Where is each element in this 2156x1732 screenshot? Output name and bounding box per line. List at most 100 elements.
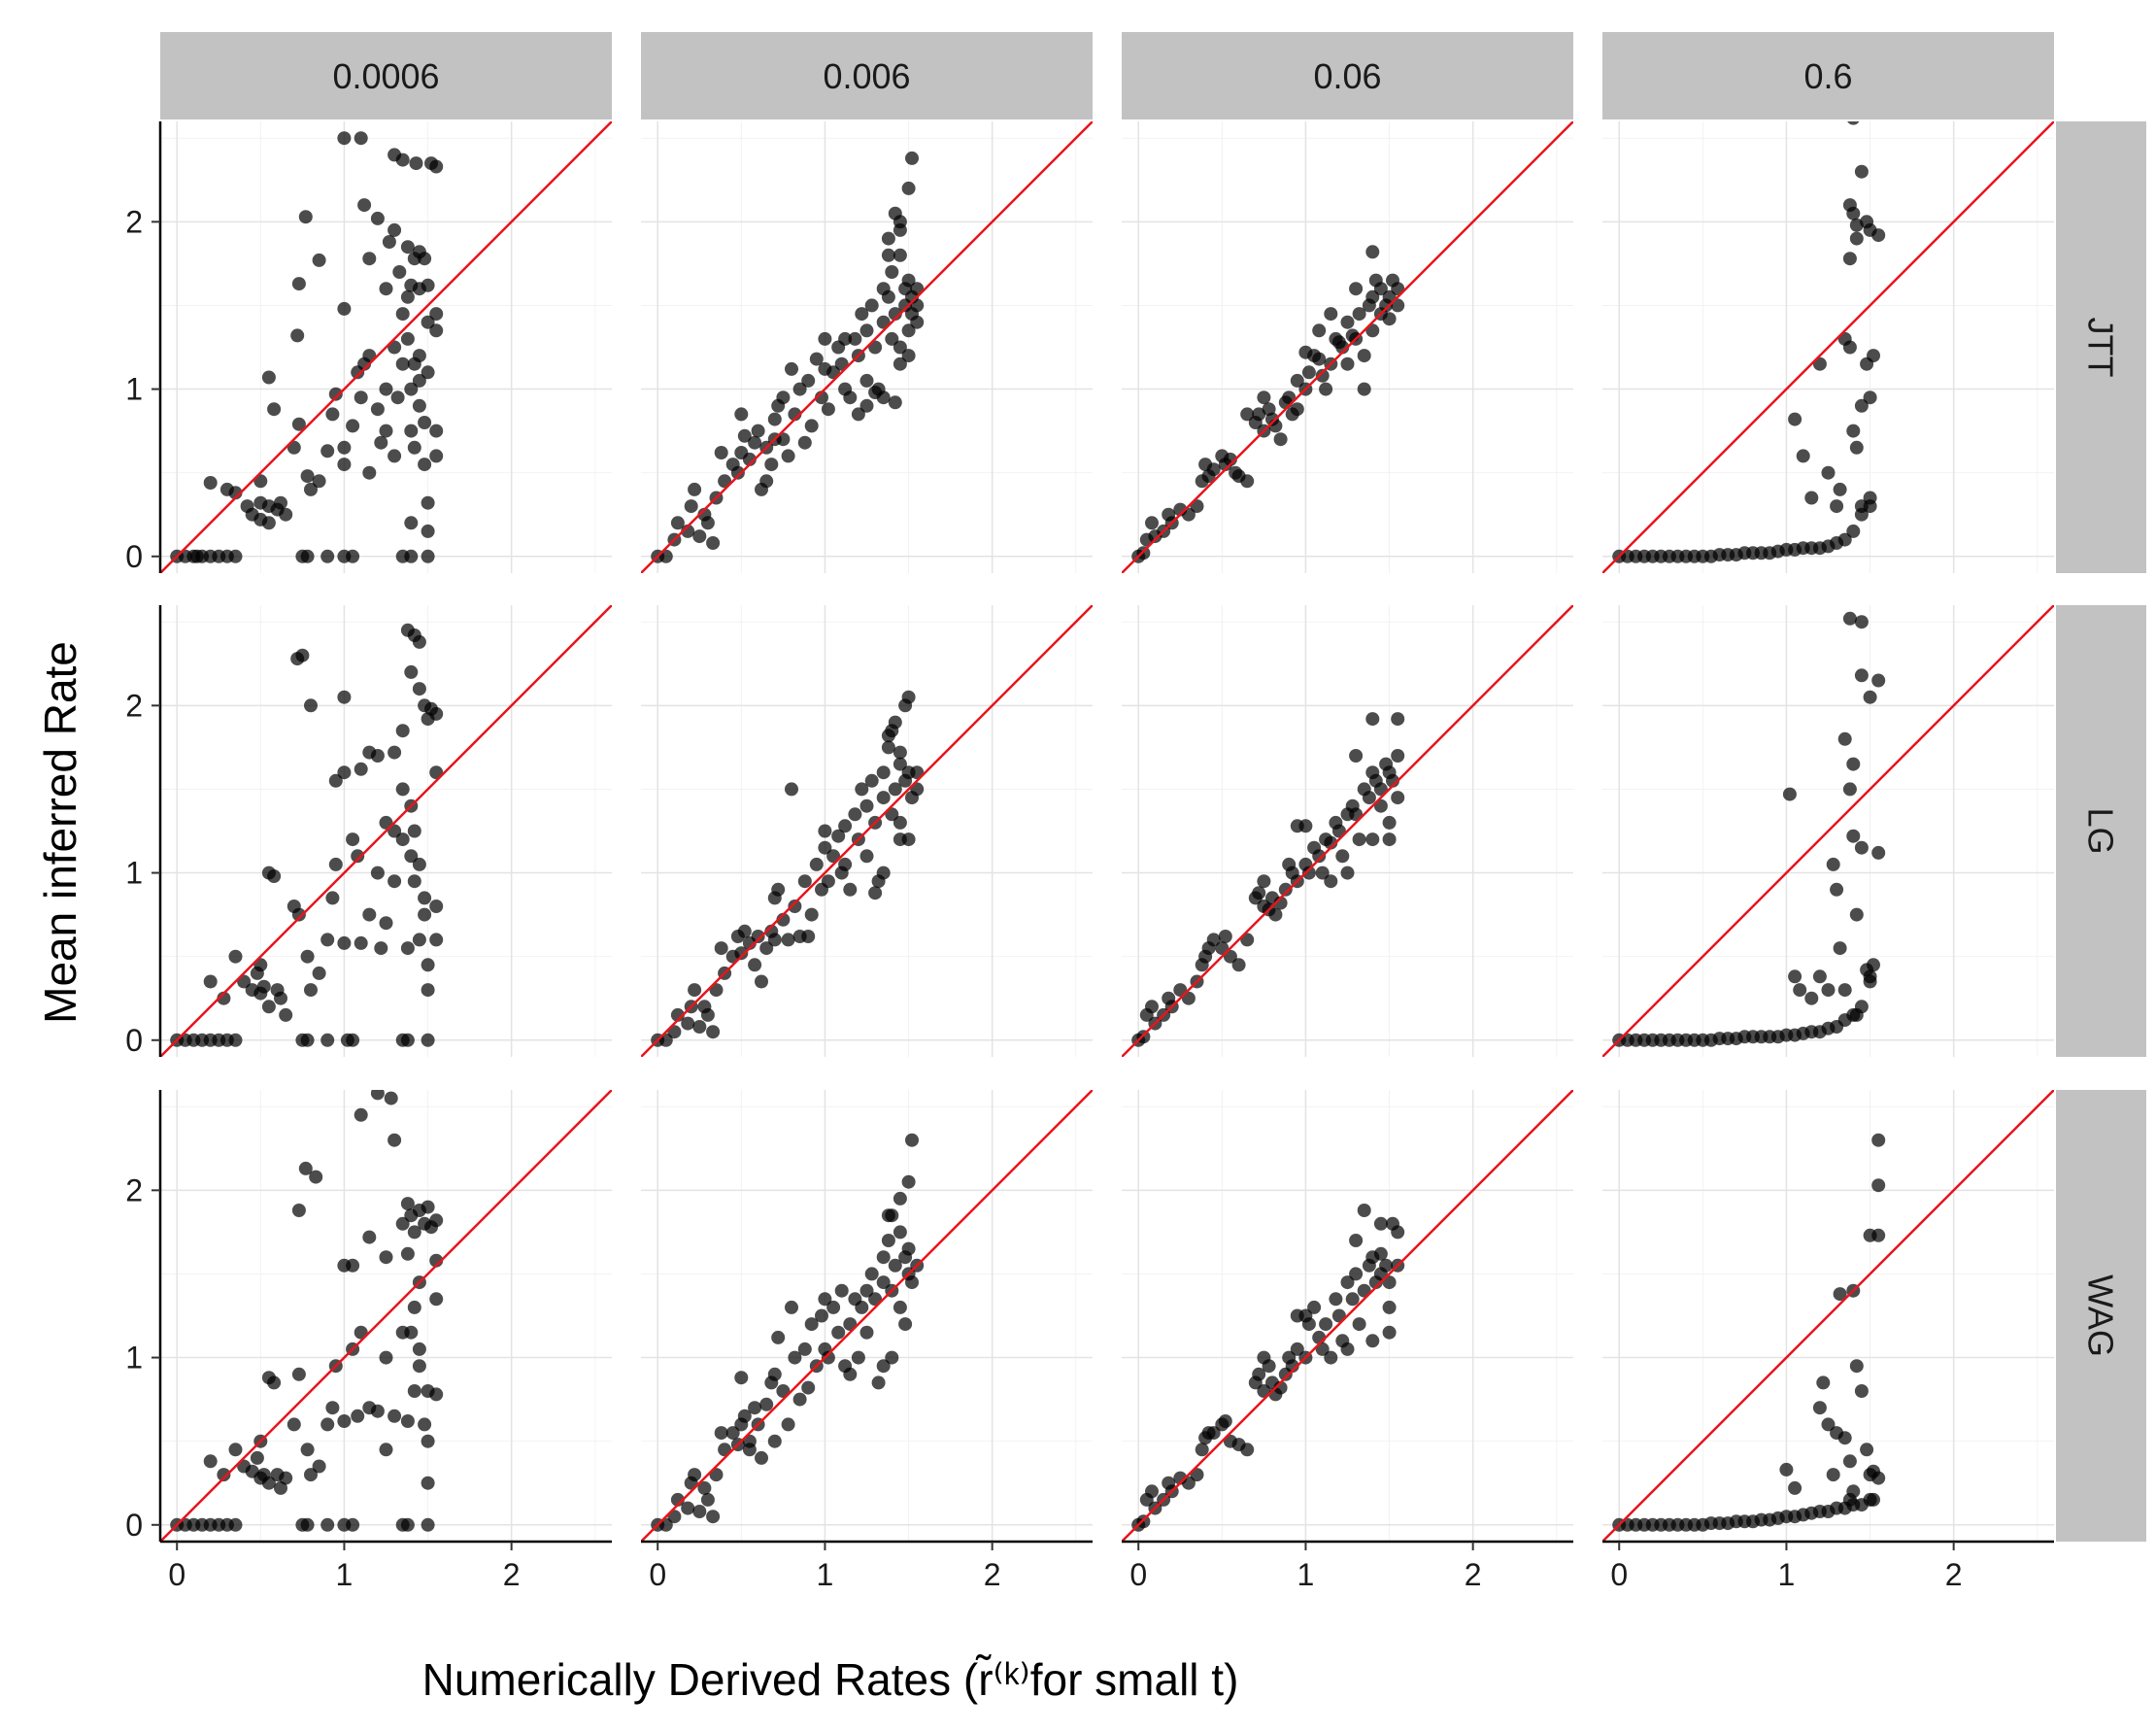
data-point: [429, 1253, 444, 1268]
data-point: [320, 1033, 335, 1047]
data-point: [1391, 791, 1405, 805]
data-point: [421, 1033, 435, 1047]
data-point: [421, 549, 435, 563]
identity-line: [1122, 1090, 1573, 1542]
data-point: [429, 323, 444, 338]
data-point: [228, 1443, 243, 1457]
panel-LG-0.006: [641, 605, 1093, 1057]
data-point: [274, 991, 287, 1005]
data-point: [781, 933, 795, 947]
column-strip-label: 0.006: [823, 56, 910, 96]
data-point: [409, 156, 423, 171]
data-point: [893, 248, 907, 262]
panel-WAG-0.0006: [160, 1090, 612, 1542]
data-point: [298, 1161, 313, 1175]
data-point: [901, 349, 916, 363]
data-point: [312, 474, 326, 489]
data-point: [395, 1216, 410, 1231]
data-point: [788, 1350, 802, 1365]
data-point: [1252, 407, 1266, 422]
data-point: [1312, 352, 1327, 366]
data-point: [785, 1300, 798, 1314]
column-strip-background: [1122, 32, 1573, 119]
data-point: [801, 930, 816, 943]
data-point: [228, 1033, 243, 1047]
data-point: [1842, 340, 1857, 355]
data-point: [261, 1476, 276, 1490]
panel-marks: [641, 1090, 1093, 1542]
x-tick-label: 1: [1297, 1557, 1315, 1592]
data-point: [429, 1292, 444, 1307]
data-point: [797, 874, 812, 889]
data-point: [374, 941, 388, 956]
data-point: [387, 1409, 402, 1423]
data-point: [429, 900, 444, 913]
data-point: [706, 536, 721, 550]
data-point: [337, 765, 352, 780]
data-point: [1391, 749, 1405, 763]
panel-marks: [160, 1090, 612, 1542]
data-point: [203, 974, 218, 989]
axes-layer: 0 1 2 0 1 2 0 1 2 0 1 2 0 1 2 0 1 2 0 1 2: [125, 121, 2054, 1592]
data-point: [1842, 1492, 1857, 1507]
data-point: [1352, 832, 1366, 847]
data-point: [859, 373, 874, 388]
data-point: [351, 849, 365, 864]
data-point: [421, 1384, 435, 1398]
data-point: [1867, 958, 1880, 972]
data-point: [815, 391, 828, 405]
data-point: [1382, 1325, 1397, 1340]
data-point: [859, 398, 874, 413]
row-strip: WAG: [2056, 1090, 2146, 1542]
data-point: [843, 391, 858, 405]
y-tick-label: 0: [125, 1023, 143, 1058]
data-point: [407, 1300, 421, 1314]
data-point: [1324, 835, 1338, 850]
data-point: [771, 882, 786, 897]
data-point: [888, 1258, 902, 1273]
data-point: [893, 357, 907, 371]
data-point: [400, 240, 415, 255]
data-point: [298, 210, 313, 224]
data-point: [1842, 782, 1857, 797]
data-point: [337, 458, 352, 472]
data-point: [1352, 1317, 1366, 1332]
data-point: [379, 1350, 393, 1365]
panel-marks: [1122, 121, 1573, 573]
data-point: [1779, 1462, 1794, 1477]
data-point: [274, 1480, 287, 1495]
data-point: [407, 874, 421, 889]
y-tick-label: 1: [125, 1341, 143, 1375]
data-point: [776, 391, 791, 405]
data-point: [1863, 491, 1877, 505]
data-point: [1218, 1414, 1232, 1428]
identity-line: [641, 605, 1093, 1057]
data-point: [901, 181, 916, 195]
data-point: [267, 869, 282, 883]
data-point: [1842, 611, 1857, 626]
data-point: [864, 1267, 879, 1281]
data-point: [328, 387, 343, 401]
data-point: [767, 1434, 782, 1448]
data-point: [228, 486, 243, 500]
row-strip-label: LG: [2081, 807, 2121, 854]
data-point: [395, 782, 410, 797]
data-point: [788, 900, 802, 913]
data-point: [818, 1292, 832, 1307]
data-point: [1365, 712, 1380, 727]
data-point: [881, 231, 895, 246]
data-point: [404, 424, 419, 438]
panel-LG-0.06: [1122, 605, 1573, 1057]
data-point: [404, 516, 419, 530]
data-point: [1218, 930, 1232, 943]
data-point: [1206, 933, 1221, 947]
data-point: [885, 1350, 899, 1365]
data-point: [304, 698, 318, 713]
data-point: [692, 529, 707, 544]
data-point: [412, 1341, 426, 1356]
data-point: [395, 153, 410, 167]
x-tick-label: 0: [1610, 1557, 1628, 1592]
data-point: [217, 991, 231, 1005]
data-point: [351, 1409, 365, 1423]
data-point: [1846, 206, 1861, 221]
